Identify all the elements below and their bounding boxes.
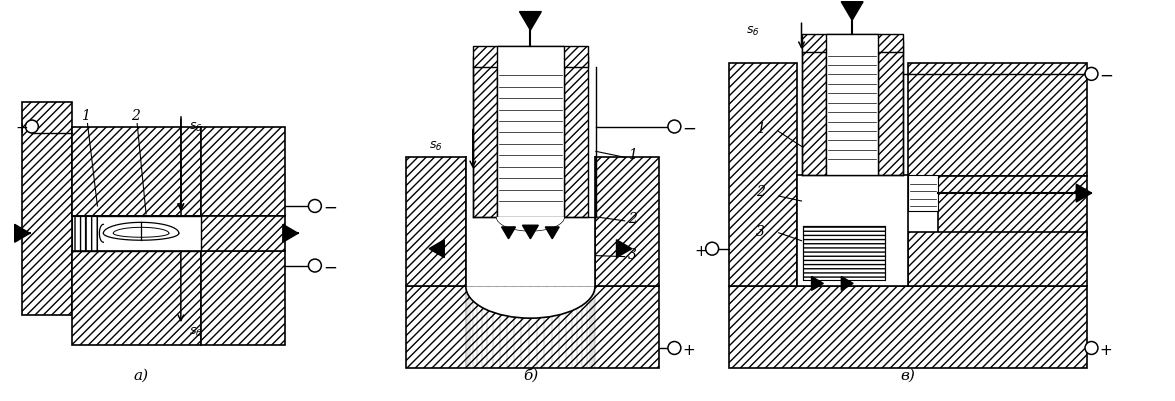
- Circle shape: [667, 120, 680, 133]
- Text: 2: 2: [756, 185, 765, 199]
- Polygon shape: [519, 12, 542, 30]
- Bar: [407, 157, 465, 286]
- Bar: [908, 232, 1087, 286]
- Bar: [826, 34, 878, 175]
- Bar: [797, 175, 908, 286]
- Text: 1: 1: [81, 109, 90, 123]
- Bar: [908, 175, 938, 211]
- Text: $\mathit{s}_\mathit{б}$: $\mathit{s}_\mathit{б}$: [746, 25, 759, 38]
- Text: +: +: [1100, 343, 1113, 358]
- Text: 3: 3: [627, 247, 637, 261]
- Bar: [804, 226, 885, 280]
- Text: 3: 3: [756, 225, 765, 239]
- Polygon shape: [497, 217, 564, 231]
- Text: −: −: [683, 119, 697, 138]
- Text: 2: 2: [132, 109, 140, 123]
- Bar: [595, 157, 659, 286]
- Bar: [728, 286, 1087, 368]
- Bar: [472, 46, 588, 67]
- Bar: [72, 216, 85, 251]
- Text: −: −: [323, 259, 337, 277]
- Polygon shape: [283, 224, 298, 242]
- Circle shape: [667, 342, 680, 354]
- Text: $\mathit{s}_\mathit{б}$: $\mathit{s}_\mathit{б}$: [189, 120, 202, 134]
- Bar: [201, 216, 286, 251]
- Bar: [85, 216, 98, 251]
- Bar: [201, 127, 286, 216]
- Bar: [564, 56, 588, 217]
- Polygon shape: [841, 2, 864, 20]
- Circle shape: [1085, 67, 1097, 80]
- Text: б): б): [523, 369, 538, 383]
- Bar: [938, 176, 1087, 236]
- Bar: [72, 216, 201, 251]
- Bar: [878, 41, 902, 175]
- Bar: [908, 63, 1087, 176]
- Polygon shape: [15, 224, 29, 242]
- Bar: [72, 127, 201, 216]
- Circle shape: [26, 120, 39, 133]
- Circle shape: [1085, 342, 1097, 354]
- Text: −: −: [323, 199, 337, 217]
- Bar: [497, 46, 564, 217]
- Text: 2: 2: [627, 212, 637, 226]
- Polygon shape: [465, 286, 595, 318]
- Polygon shape: [523, 225, 538, 239]
- Text: 1: 1: [627, 148, 637, 162]
- Bar: [801, 34, 902, 52]
- Text: 1: 1: [756, 122, 765, 136]
- Polygon shape: [545, 227, 559, 239]
- Polygon shape: [502, 227, 516, 239]
- Text: в): в): [900, 369, 915, 383]
- Circle shape: [309, 259, 321, 272]
- Text: +: +: [683, 343, 696, 358]
- Bar: [407, 286, 659, 368]
- Polygon shape: [841, 276, 853, 290]
- Bar: [801, 41, 826, 175]
- Text: $\mathit{s}_\mathit{б}$: $\mathit{s}_\mathit{б}$: [429, 140, 443, 154]
- Circle shape: [706, 242, 719, 255]
- Text: +: +: [15, 122, 28, 136]
- Polygon shape: [429, 240, 444, 257]
- Bar: [201, 251, 286, 345]
- Text: а): а): [134, 369, 149, 383]
- Bar: [465, 157, 595, 286]
- Polygon shape: [812, 276, 824, 290]
- Bar: [472, 56, 497, 217]
- Polygon shape: [617, 240, 632, 257]
- Bar: [728, 63, 797, 286]
- Text: $\mathit{s}_\mathit{б}$: $\mathit{s}_\mathit{б}$: [189, 326, 202, 339]
- Text: +: +: [694, 244, 707, 259]
- Text: −: −: [1100, 67, 1113, 85]
- Bar: [22, 102, 72, 315]
- Circle shape: [309, 200, 321, 213]
- Polygon shape: [1076, 184, 1092, 202]
- Bar: [72, 251, 201, 345]
